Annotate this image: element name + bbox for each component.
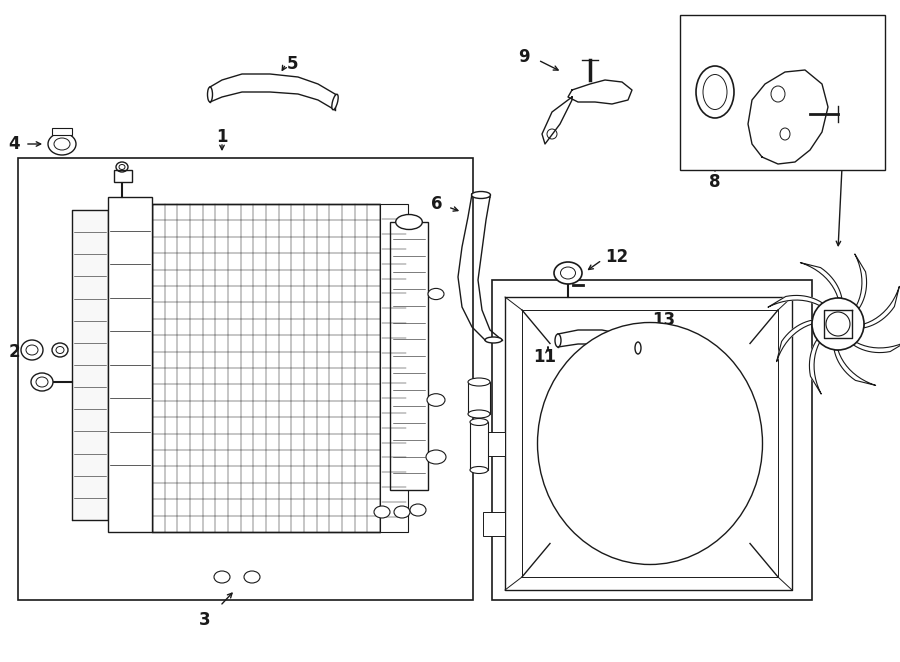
Ellipse shape: [470, 418, 488, 426]
Polygon shape: [777, 320, 813, 361]
Bar: [470, 422, 488, 470]
Bar: [468, 382, 490, 414]
Ellipse shape: [410, 504, 426, 516]
Polygon shape: [809, 340, 821, 394]
Text: 4: 4: [8, 135, 20, 153]
Ellipse shape: [244, 571, 260, 583]
Ellipse shape: [696, 66, 734, 118]
Text: 10: 10: [845, 151, 868, 169]
Ellipse shape: [635, 342, 641, 354]
Polygon shape: [768, 295, 823, 307]
Ellipse shape: [555, 334, 561, 347]
Ellipse shape: [554, 262, 582, 284]
Ellipse shape: [470, 467, 488, 473]
Text: 8: 8: [709, 173, 721, 191]
Polygon shape: [800, 263, 842, 299]
Bar: [483, 432, 505, 456]
Polygon shape: [568, 80, 632, 104]
Bar: [52, 128, 72, 135]
Polygon shape: [152, 204, 380, 532]
Text: 13: 13: [652, 311, 675, 329]
Ellipse shape: [812, 298, 864, 350]
Ellipse shape: [396, 214, 422, 230]
Ellipse shape: [468, 378, 490, 386]
Ellipse shape: [428, 289, 444, 300]
Text: 12: 12: [605, 248, 628, 266]
Bar: [114, 170, 132, 182]
Polygon shape: [834, 350, 876, 385]
Ellipse shape: [214, 571, 230, 583]
Text: 7: 7: [848, 25, 860, 43]
Polygon shape: [72, 210, 108, 520]
Polygon shape: [864, 287, 899, 328]
Polygon shape: [853, 341, 900, 353]
Polygon shape: [824, 310, 852, 338]
Bar: [483, 512, 505, 536]
Ellipse shape: [332, 94, 338, 110]
Bar: [390, 222, 428, 490]
Text: 1: 1: [216, 128, 228, 146]
Bar: [380, 204, 408, 532]
Ellipse shape: [537, 322, 762, 565]
Ellipse shape: [21, 340, 43, 360]
Ellipse shape: [472, 191, 491, 199]
Ellipse shape: [394, 506, 410, 518]
Text: 11: 11: [534, 348, 556, 366]
Bar: [108, 197, 152, 532]
Ellipse shape: [208, 87, 212, 102]
Bar: [492, 280, 812, 600]
Ellipse shape: [427, 394, 445, 406]
Ellipse shape: [485, 337, 502, 343]
Ellipse shape: [48, 133, 76, 155]
Text: 9: 9: [518, 48, 530, 66]
Bar: [18, 158, 473, 600]
Polygon shape: [505, 297, 792, 590]
Ellipse shape: [426, 450, 446, 464]
Text: 6: 6: [430, 195, 442, 213]
Ellipse shape: [374, 506, 390, 518]
Ellipse shape: [826, 312, 850, 336]
Polygon shape: [748, 70, 828, 164]
Polygon shape: [542, 97, 572, 144]
Text: 3: 3: [199, 611, 211, 629]
Ellipse shape: [31, 373, 53, 391]
Ellipse shape: [52, 343, 68, 357]
Bar: [680, 15, 885, 170]
Polygon shape: [855, 254, 867, 308]
Text: 5: 5: [286, 55, 298, 73]
Ellipse shape: [468, 410, 490, 418]
Text: 2: 2: [8, 343, 20, 361]
